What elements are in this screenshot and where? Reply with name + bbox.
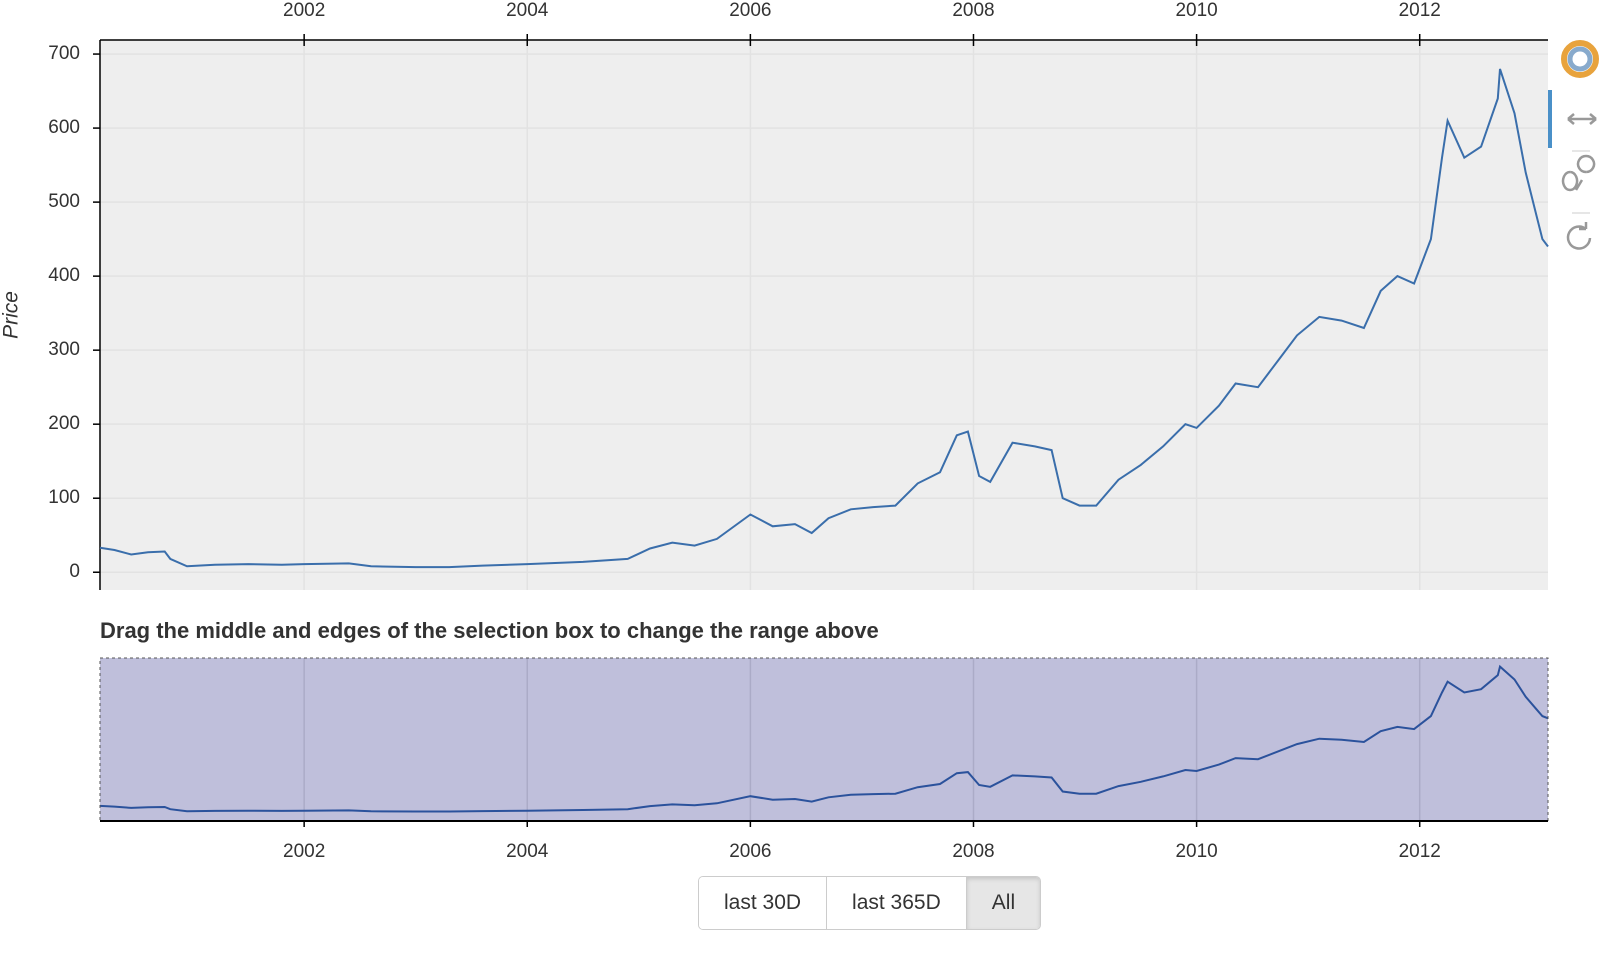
y-tick-label: 300 bbox=[48, 339, 80, 360]
bokeh-logo[interactable] bbox=[1561, 40, 1599, 78]
x-tick-label: 2010 bbox=[1175, 0, 1217, 21]
chart-title: Drag the middle and edges of the selecti… bbox=[100, 618, 879, 643]
pan-tool[interactable] bbox=[1567, 113, 1597, 125]
overview-line bbox=[99, 664, 1549, 813]
reset-tool[interactable] bbox=[1566, 222, 1592, 250]
y-tick-label: 500 bbox=[48, 191, 80, 212]
x-tick-label: 2004 bbox=[506, 0, 549, 21]
x-tick-label: 2006 bbox=[729, 0, 771, 21]
selection-box[interactable] bbox=[99, 657, 1549, 822]
x-tick-label: 2008 bbox=[952, 0, 994, 21]
x-tick-label: 2012 bbox=[1399, 841, 1441, 862]
toolbar bbox=[1548, 40, 1599, 250]
y-tick-label: 600 bbox=[48, 117, 80, 138]
plot-background bbox=[100, 658, 1548, 821]
wheel-zoom-tool[interactable] bbox=[1561, 154, 1596, 192]
y-tick-label: 100 bbox=[48, 487, 80, 508]
y-tick-label: 400 bbox=[48, 265, 80, 286]
y-tick-label: 700 bbox=[48, 43, 80, 64]
y-tick-label: 0 bbox=[69, 561, 80, 582]
bokeh-logo-inner bbox=[1567, 46, 1593, 72]
x-tick-label: 2002 bbox=[283, 0, 325, 21]
range-button[interactable]: All bbox=[965, 877, 1041, 929]
range-button[interactable]: last 30D bbox=[699, 877, 827, 929]
active-tool-indicator bbox=[1548, 90, 1552, 148]
chart: 2002 2004 2006 2008 2010 2012 0 100 200 300 400 500… bbox=[0, 0, 1599, 862]
x-tick-label: 2008 bbox=[952, 841, 994, 862]
y-tick-label: 200 bbox=[48, 413, 80, 434]
x-tick-label: 2002 bbox=[283, 841, 325, 862]
price-line bbox=[99, 68, 1549, 569]
range-button[interactable]: last 365D bbox=[826, 877, 966, 929]
button-group: last 30D last 365D All bbox=[698, 876, 1042, 930]
plot-background bbox=[100, 40, 1548, 590]
x-tick-label: 2012 bbox=[1399, 0, 1441, 21]
x-tick-label: 2010 bbox=[1175, 841, 1217, 862]
x-tick-label: 2004 bbox=[506, 841, 549, 862]
y-axis-label: Price bbox=[0, 291, 23, 339]
x-tick-label: 2006 bbox=[729, 841, 771, 862]
